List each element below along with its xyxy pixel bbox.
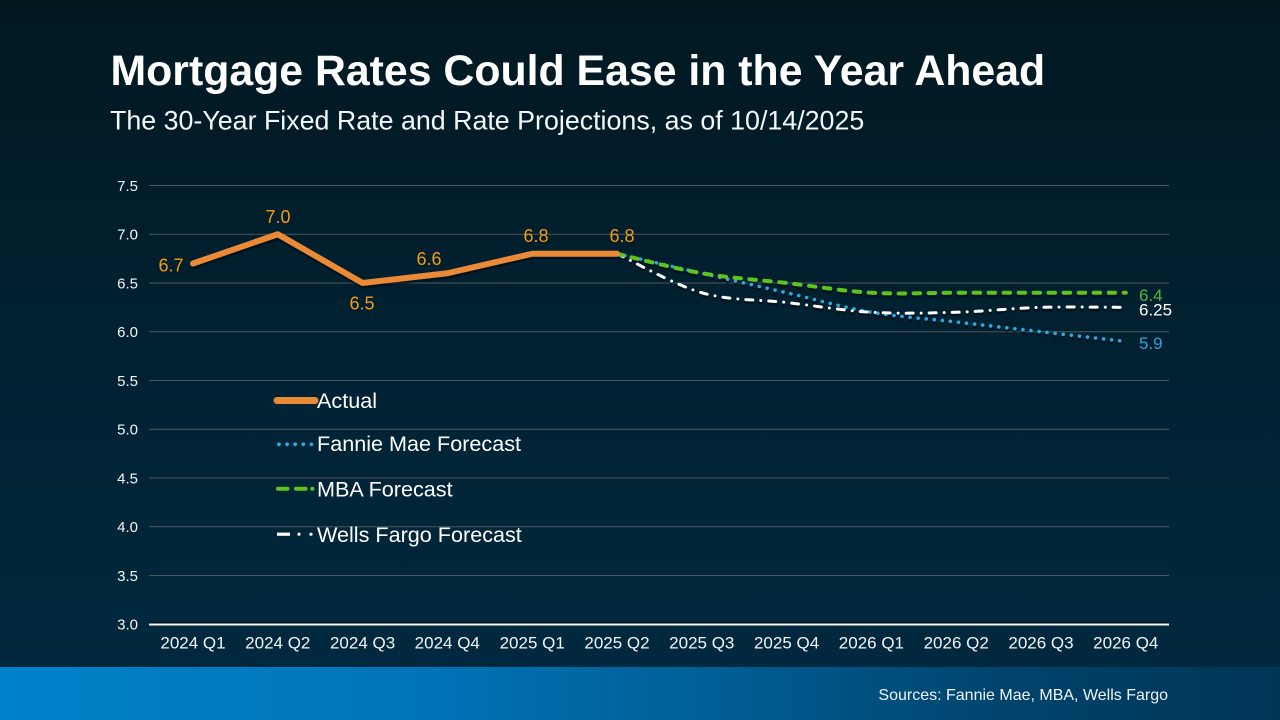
svg-text:2024 Q1: 2024 Q1 <box>160 634 225 653</box>
svg-text:2024 Q2: 2024 Q2 <box>245 634 310 653</box>
svg-text:2026 Q2: 2026 Q2 <box>924 634 989 653</box>
svg-text:2025 Q3: 2025 Q3 <box>669 634 734 653</box>
svg-text:2026 Q4: 2026 Q4 <box>1093 634 1158 653</box>
svg-text:6.6: 6.6 <box>416 249 441 269</box>
svg-text:3.5: 3.5 <box>117 568 138 585</box>
svg-text:6.5: 6.5 <box>349 294 374 314</box>
svg-text:6.0: 6.0 <box>117 324 138 341</box>
svg-text:3.0: 3.0 <box>117 617 138 634</box>
svg-text:6.4: 6.4 <box>1139 286 1163 305</box>
svg-text:2025 Q4: 2025 Q4 <box>754 634 819 653</box>
svg-text:6.5: 6.5 <box>117 275 138 292</box>
svg-text:Mortgage Rates Could Ease in t: Mortgage Rates Could Ease in the Year Ah… <box>111 47 1046 95</box>
svg-text:7.0: 7.0 <box>265 207 290 227</box>
svg-text:6.7: 6.7 <box>158 256 183 276</box>
svg-text:Actual: Actual <box>317 388 377 413</box>
svg-text:2025 Q2: 2025 Q2 <box>584 634 649 653</box>
svg-text:The 30-Year Fixed Rate and Rat: The 30-Year Fixed Rate and Rate Projecti… <box>110 106 864 136</box>
svg-text:4.0: 4.0 <box>117 519 138 536</box>
svg-text:Wells Fargo Forecast: Wells Fargo Forecast <box>317 522 522 547</box>
svg-text:2026 Q3: 2026 Q3 <box>1008 634 1073 653</box>
svg-text:5.0: 5.0 <box>117 422 138 439</box>
svg-text:5.5: 5.5 <box>117 373 138 390</box>
svg-text:6.8: 6.8 <box>523 226 548 246</box>
svg-text:2025 Q1: 2025 Q1 <box>500 634 565 653</box>
svg-text:2024 Q3: 2024 Q3 <box>330 634 395 653</box>
svg-text:2026 Q1: 2026 Q1 <box>839 634 904 653</box>
svg-text:6.8: 6.8 <box>609 226 634 246</box>
svg-text:7.0: 7.0 <box>117 227 138 244</box>
svg-text:4.5: 4.5 <box>117 470 138 487</box>
svg-text:5.9: 5.9 <box>1139 334 1163 353</box>
svg-text:7.5: 7.5 <box>117 178 138 195</box>
svg-text:6.25: 6.25 <box>1139 300 1172 319</box>
svg-text:MBA Forecast: MBA Forecast <box>317 476 453 501</box>
svg-text:Fannie Mae Forecast: Fannie Mae Forecast <box>317 431 521 456</box>
svg-text:Sources: Fannie Mae, MBA, Well: Sources: Fannie Mae, MBA, Wells Fargo <box>878 687 1168 704</box>
svg-text:2024 Q4: 2024 Q4 <box>415 634 480 653</box>
